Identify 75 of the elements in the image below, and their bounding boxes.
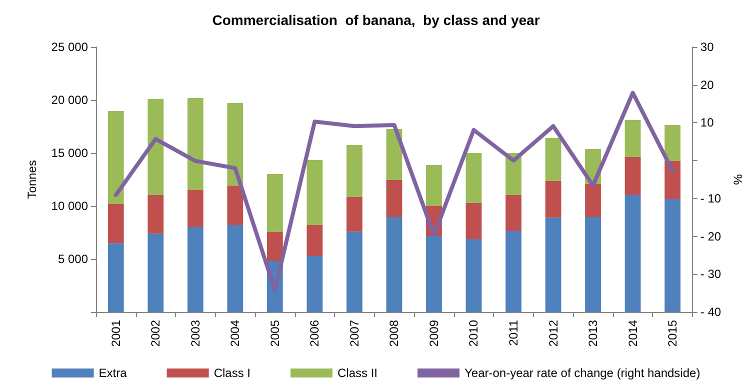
y2-tick-label: - 10 (700, 191, 722, 206)
bar (227, 186, 244, 225)
y2-axis-title: % (731, 174, 745, 185)
bar (426, 164, 442, 206)
bar (108, 243, 124, 312)
x-tick-label: 2011 (506, 320, 520, 346)
x-tick-label: 2006 (308, 320, 322, 347)
x-tick-label: 2001 (108, 320, 123, 347)
bar (306, 224, 323, 256)
bar (227, 102, 244, 186)
x-tick-label: 2004 (228, 320, 242, 347)
y-tick-label: 15 000 (51, 146, 88, 160)
y-tick-label: 5 000 (58, 252, 88, 266)
bar (545, 138, 562, 181)
bar (624, 120, 641, 158)
y2-tick-label: 20 (700, 78, 714, 92)
bar (108, 111, 124, 204)
bar (346, 145, 362, 197)
bar (187, 226, 204, 312)
legend-label: Year-on-year rate of change (right handside) (464, 366, 700, 380)
y2-tick-label: - 30 (700, 267, 722, 282)
x-tick-label: 2010 (466, 320, 481, 347)
y-axis-title: Tonnes (25, 160, 39, 199)
x-tick-label: 2014 (626, 320, 640, 347)
bar (386, 217, 402, 312)
bar (466, 203, 482, 239)
x-tick-label: 2007 (347, 320, 362, 347)
x-tick-label: 2013 (586, 320, 600, 347)
legend-label: Extra (98, 366, 128, 380)
y-tick-label: 20 000 (51, 93, 88, 107)
y2-tick-label: 10 (700, 116, 714, 130)
y2-tick-label: - 20 (700, 229, 722, 244)
bar (466, 153, 482, 204)
y-tick-label: 10 000 (51, 199, 88, 213)
bar (426, 236, 442, 312)
bar (545, 218, 562, 312)
legend-label: Class I (214, 366, 250, 380)
bar (148, 99, 164, 195)
x-tick-label: 2002 (148, 320, 163, 347)
bar (346, 196, 362, 232)
bar (266, 174, 283, 232)
y2-tick-label: 30 (700, 40, 714, 54)
x-tick-label: 2009 (426, 320, 441, 347)
bar (466, 238, 482, 312)
line-series (114, 90, 675, 292)
x-tick-label: 2003 (188, 320, 202, 347)
x-tick-label: 2008 (387, 320, 402, 347)
bar (664, 125, 680, 161)
bar (664, 160, 680, 200)
bar (227, 224, 244, 312)
x-tick-label: 2012 (546, 320, 560, 347)
bar (306, 256, 323, 312)
bar (108, 204, 124, 244)
bar (624, 157, 641, 195)
bar (266, 232, 283, 262)
bar (506, 231, 522, 312)
bar (664, 199, 680, 312)
bar (386, 180, 402, 218)
bar (585, 217, 601, 312)
x-tick-label: 2015 (666, 320, 680, 347)
bar (187, 98, 204, 190)
legend-label: Class II (337, 366, 378, 380)
x-tick-label: 2005 (268, 320, 282, 347)
bar (585, 184, 601, 218)
bar (148, 194, 164, 234)
bar (545, 180, 562, 218)
y2-tick-label: - 40 (700, 305, 722, 319)
y-tick-label: 25 000 (51, 40, 88, 54)
chart-title: Commercialisation of banana, by class and year (212, 12, 540, 28)
bar (306, 160, 323, 225)
bar (506, 194, 522, 232)
bar (624, 194, 641, 312)
bar (187, 190, 204, 227)
bar (346, 232, 362, 312)
bar (148, 234, 164, 312)
